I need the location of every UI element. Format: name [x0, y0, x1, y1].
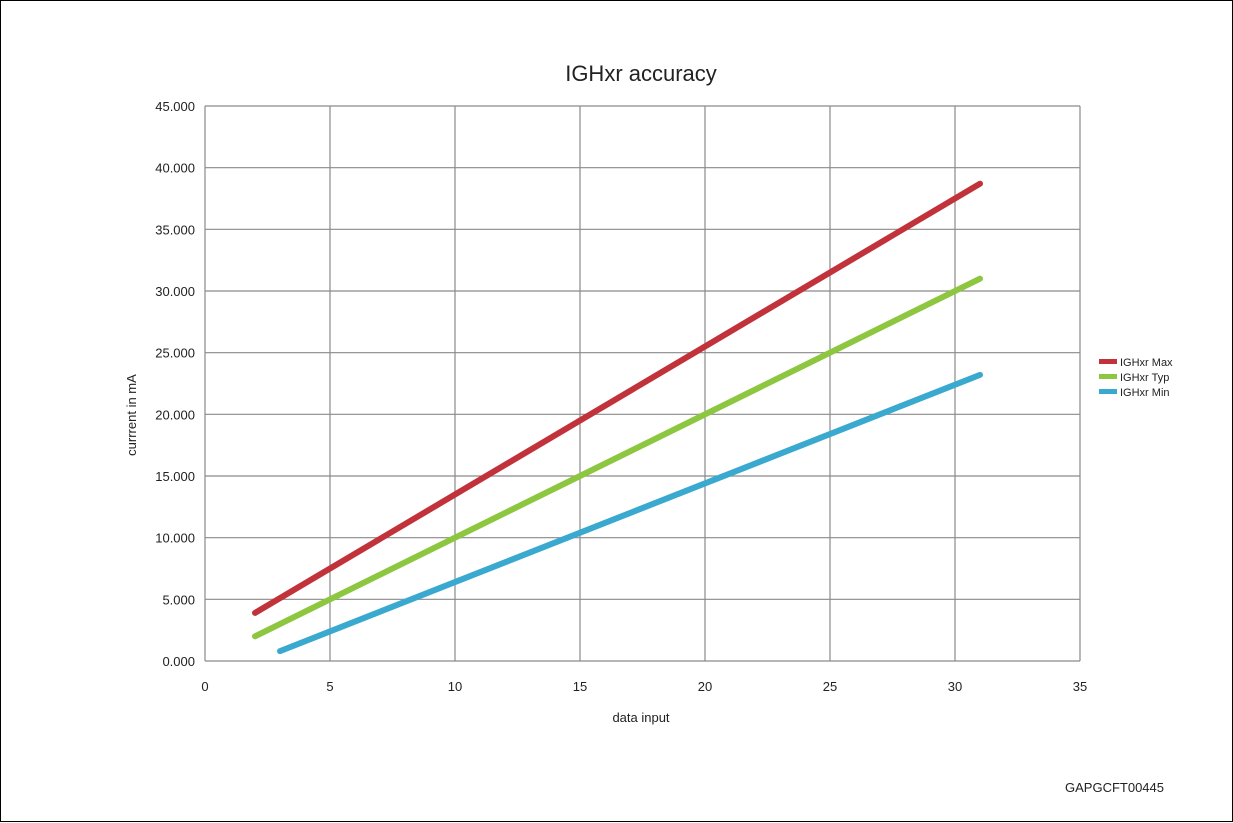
x-tick-label: 25: [823, 679, 837, 694]
y-tick-label: 40.000: [155, 161, 195, 176]
y-tick-label: 30.000: [155, 284, 195, 299]
legend-label: IGHxr Max: [1120, 357, 1173, 369]
y-tick-label: 10.000: [155, 531, 195, 546]
y-tick-label: 35.000: [155, 222, 195, 237]
x-tick-label: 35: [1073, 679, 1087, 694]
legend-swatch: [1099, 359, 1117, 364]
series-line-ighxr-max: [252, 180, 983, 616]
y-tick-label: 45.000: [155, 99, 195, 114]
tick-labels: 0 5 10 15 20 25 30 35 0.000 5.000 10.000 15.000 20.0…: [155, 99, 1087, 694]
series-line-ighxr-typ: [252, 275, 983, 640]
x-tick-label: 30: [948, 679, 962, 694]
y-tick-label: 20.000: [155, 407, 195, 422]
legend-label: IGHxr Min: [1120, 387, 1170, 399]
x-tick-label: 20: [698, 679, 712, 694]
y-tick-label: 0.000: [162, 654, 195, 669]
x-axis-label: data input: [612, 710, 669, 725]
legend-label: IGHxr Typ: [1120, 372, 1169, 384]
y-axis-label: currrent in mA: [124, 374, 139, 456]
legend: IGHxr Max IGHxr Typ IGHxr Min: [1099, 357, 1173, 399]
series-line-ighxr-min: [277, 371, 983, 655]
series-lines: [252, 180, 983, 655]
legend-swatch: [1099, 389, 1117, 394]
y-tick-label: 15.000: [155, 469, 195, 484]
legend-swatch: [1099, 374, 1117, 379]
x-tick-label: 0: [201, 679, 208, 694]
x-tick-label: 10: [448, 679, 462, 694]
y-tick-label: 5.000: [162, 592, 195, 607]
chart-title: IGHxr accuracy: [565, 61, 717, 86]
figure-id: GAPGCFT00445: [1065, 780, 1164, 795]
y-tick-label: 25.000: [155, 346, 195, 361]
x-tick-label: 5: [326, 679, 333, 694]
grid: [204, 105, 1081, 662]
x-tick-label: 15: [573, 679, 587, 694]
